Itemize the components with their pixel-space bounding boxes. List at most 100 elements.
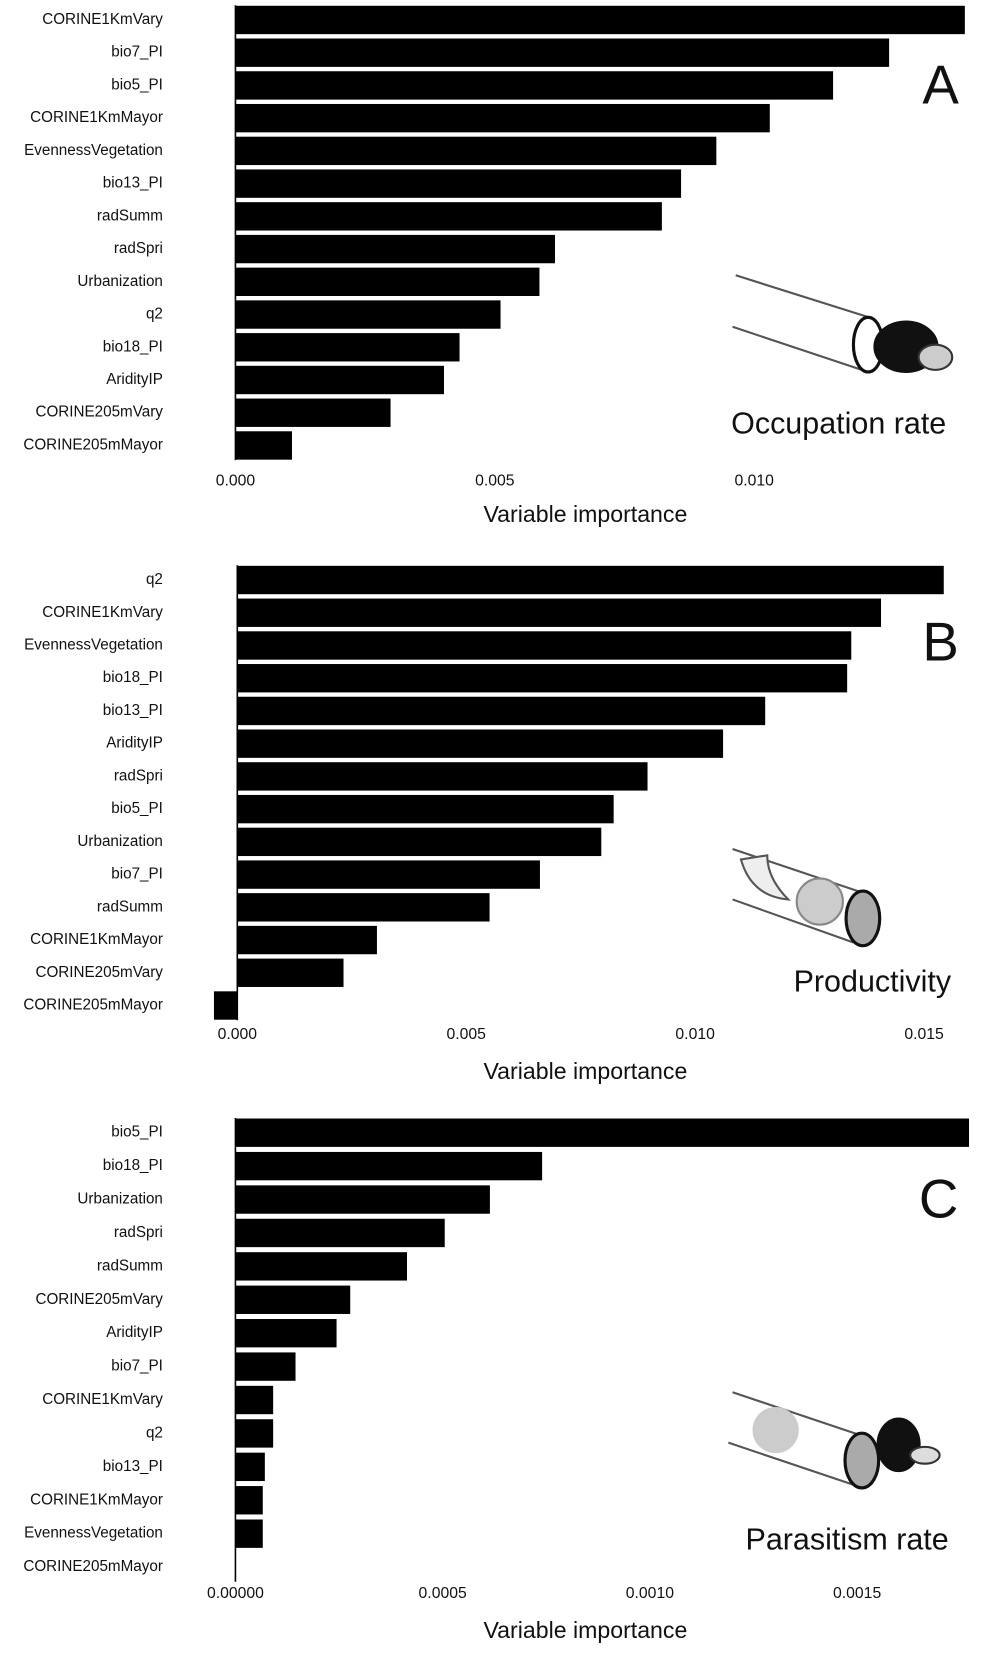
- bar: [235, 1452, 265, 1482]
- category-label: radSumm: [97, 207, 163, 224]
- category-label: radSpri: [114, 240, 163, 257]
- x-tick-label: 0.010: [735, 472, 775, 489]
- bar: [235, 5, 965, 35]
- category-label: AridityIP: [106, 1324, 163, 1341]
- bar: [235, 1285, 351, 1314]
- category-label: q2: [146, 1424, 163, 1441]
- bar: [235, 169, 682, 198]
- bar: [235, 136, 717, 166]
- category-label: EvennessVegetation: [24, 142, 163, 159]
- bar: [237, 565, 944, 595]
- bar: [235, 1419, 274, 1448]
- category-label: bio7_PI: [111, 1358, 163, 1375]
- x-tick-label: 0.005: [447, 1026, 487, 1043]
- category-label: CORINE1KmVary: [42, 11, 163, 28]
- bar: [237, 893, 490, 922]
- category-label: bio13_PI: [103, 175, 163, 192]
- panel-letter: B: [922, 612, 958, 673]
- bar: [235, 1118, 970, 1147]
- bar: [213, 991, 238, 1020]
- bar: [235, 1151, 543, 1181]
- bar: [235, 1519, 263, 1548]
- bar: [237, 827, 602, 857]
- bar: [235, 38, 890, 67]
- bar: [235, 103, 770, 133]
- x-axis-label: Variable importance: [483, 1058, 687, 1084]
- bar: [235, 431, 292, 460]
- bar: [235, 1218, 445, 1248]
- x-tick-label: 0.010: [675, 1026, 715, 1043]
- bar: [235, 1352, 296, 1381]
- category-label: AridityIP: [106, 735, 163, 752]
- panel-letter: A: [922, 55, 959, 116]
- category-label: bio7_PI: [111, 866, 163, 883]
- bar: [237, 925, 377, 955]
- bar: [237, 631, 852, 660]
- category-label: bio13_PI: [103, 702, 163, 719]
- bar: [237, 794, 614, 824]
- x-tick-label: 0.005: [475, 472, 515, 489]
- category-label: radSpri: [114, 767, 163, 784]
- x-tick-label: 0.0010: [626, 1585, 674, 1602]
- category-label: CORINE1KmMayor: [30, 931, 163, 948]
- bar: [237, 729, 724, 758]
- bar: [235, 300, 501, 329]
- x-tick-label: 0.000: [216, 472, 256, 489]
- bar: [235, 398, 391, 427]
- category-label: CORINE1KmVary: [42, 604, 163, 621]
- bar: [235, 333, 460, 362]
- category-label: CORINE1KmMayor: [30, 1491, 163, 1508]
- category-label: bio5_PI: [111, 76, 163, 93]
- icon-larva-tube: [732, 848, 882, 948]
- bar: [235, 202, 662, 231]
- category-label: Urbanization: [77, 273, 162, 290]
- category-label: CORINE1KmMayor: [30, 109, 163, 126]
- x-tick-label: 0.015: [904, 1026, 944, 1043]
- category-label: CORINE205mMayor: [23, 436, 163, 453]
- category-label: radSumm: [97, 898, 163, 915]
- category-label: radSpri: [114, 1224, 163, 1241]
- category-label: bio7_PI: [111, 44, 163, 61]
- bar: [235, 1385, 274, 1415]
- category-label: Urbanization: [77, 833, 162, 850]
- category-label: bio18_PI: [103, 338, 163, 355]
- bar: [235, 1185, 490, 1214]
- x-tick-label: 0.00000: [207, 1585, 264, 1602]
- bar: [235, 267, 540, 296]
- annotation: Occupation rate: [731, 407, 946, 441]
- bar: [237, 860, 540, 889]
- panel-letter: C: [919, 1169, 958, 1230]
- category-label: bio13_PI: [103, 1458, 163, 1475]
- x-axis-label: Variable importance: [483, 501, 687, 527]
- bar: [235, 71, 834, 100]
- annotation: Productivity: [794, 965, 952, 999]
- icon-bee-tube: [732, 274, 954, 374]
- category-label: bio5_PI: [111, 1124, 163, 1141]
- bar: [237, 598, 882, 627]
- category-label: bio18_PI: [103, 669, 163, 686]
- category-label: CORINE205mVary: [35, 404, 163, 421]
- category-label: Urbanization: [77, 1191, 162, 1208]
- category-label: EvennessVegetation: [24, 1525, 163, 1542]
- bar: [237, 762, 648, 791]
- category-label: q2: [146, 571, 163, 588]
- bar: [235, 1252, 408, 1281]
- category-label: CORINE1KmVary: [42, 1391, 163, 1408]
- bar: [237, 696, 766, 726]
- bar: [237, 958, 344, 987]
- category-label: CORINE205mMayor: [23, 997, 163, 1014]
- annotation: Parasitism rate: [746, 1523, 949, 1557]
- category-label: CORINE205mVary: [35, 1291, 163, 1308]
- category-label: CORINE205mMayor: [23, 1558, 163, 1575]
- x-tick-label: 0.000: [218, 1026, 258, 1043]
- category-label: radSumm: [97, 1257, 163, 1274]
- bar: [237, 664, 848, 693]
- icon-fly-tube: [728, 1391, 941, 1490]
- bar: [235, 365, 444, 395]
- bar: [235, 1486, 263, 1515]
- category-label: q2: [146, 306, 163, 323]
- category-label: AridityIP: [106, 371, 163, 388]
- category-label: bio5_PI: [111, 800, 163, 817]
- x-axis-label: Variable importance: [483, 1617, 687, 1643]
